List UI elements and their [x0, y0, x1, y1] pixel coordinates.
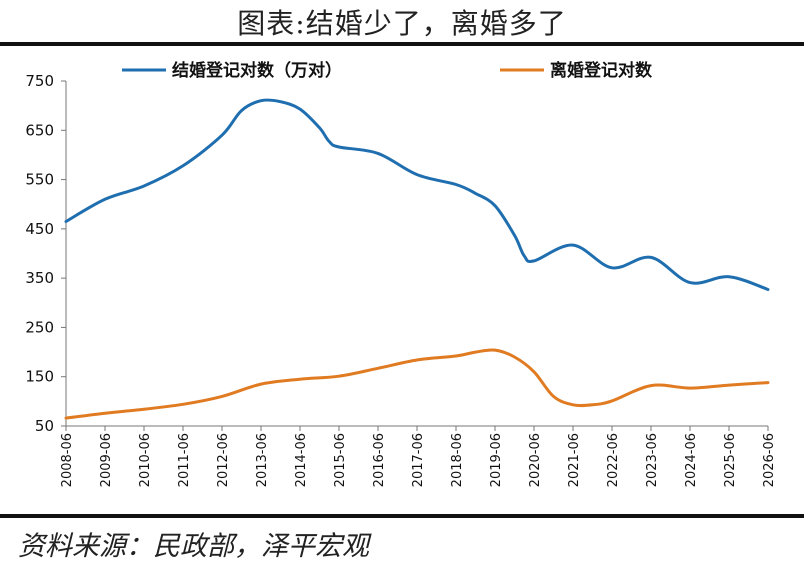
series-line-2 [64, 348, 770, 420]
legend-label-2: 离婚登记对数 [550, 60, 653, 81]
x-tick-label: 2021-06 [567, 433, 582, 487]
x-tick-label: 2012-06 [216, 433, 231, 487]
x-tick-label: 2011-06 [177, 433, 192, 487]
x-tick-label: 2017-06 [411, 433, 426, 487]
x-tick-label: 2019-06 [489, 433, 504, 487]
x-tick-label: 2026-06 [762, 433, 777, 487]
x-tick-label: 2020-06 [528, 433, 543, 487]
x-tick-label: 2025-06 [723, 433, 738, 487]
x-tick-label: 2008-06 [60, 433, 75, 487]
x-tick-label: 2024-06 [684, 433, 699, 487]
y-tick-label: 750 [25, 72, 54, 90]
y-tick-label: 550 [25, 171, 54, 189]
x-tick-label: 2014-06 [294, 433, 309, 487]
y-tick-label: 250 [25, 318, 54, 336]
y-tick-label: 350 [25, 269, 54, 287]
source-note: 资料来源：民政部，泽平宏观 [18, 531, 369, 562]
y-tick-label: 450 [25, 220, 54, 238]
x-tick-label: 2009-06 [99, 433, 114, 487]
x-tick-label: 2013-06 [255, 433, 270, 487]
x-tick-label: 2016-06 [372, 433, 387, 487]
series-line-1 [64, 98, 770, 291]
y-tick-label: 50 [35, 417, 54, 435]
axes [65, 81, 768, 427]
x-tick-label: 2018-06 [450, 433, 465, 487]
bottom-rule [0, 514, 804, 518]
legend: 结婚登记对数（万对） 离婚登记对数 [122, 60, 653, 81]
x-axis-ticks: 2008-06 2009-06 2010-06 2011-06 2012-06 2013-… [60, 426, 777, 487]
chart-title: 图表:结婚少了，离婚多了 [237, 7, 567, 40]
x-tick-label: 2022-06 [606, 433, 621, 487]
y-tick-label: 650 [25, 121, 54, 139]
y-axis-ticks: 750 650 550 450 350 250 150 50 [25, 72, 66, 435]
x-tick-label: 2010-06 [138, 433, 153, 487]
legend-label-1: 结婚登记对数（万对） [172, 60, 342, 81]
x-tick-label: 2015-06 [333, 433, 348, 487]
x-tick-label: 2023-06 [645, 433, 660, 487]
series-lines [64, 98, 770, 420]
y-tick-label: 150 [25, 368, 54, 386]
top-rule [0, 42, 804, 46]
